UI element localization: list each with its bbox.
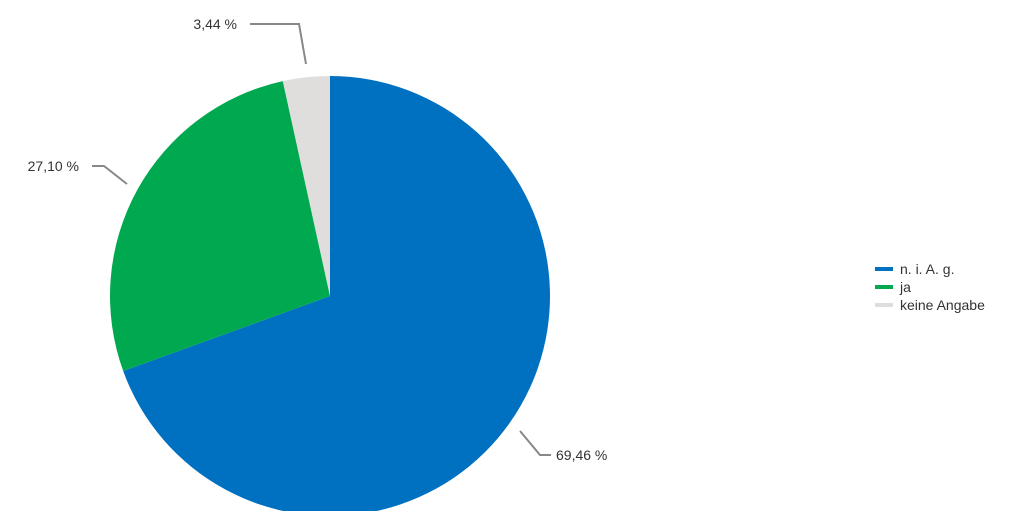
leader-line-keine-angabe [250, 23, 307, 65]
legend-swatch-n-i-a-g [875, 267, 893, 271]
pie-slice-keine-angabe [282, 76, 330, 296]
legend-label-n-i-a-g: n. i. A. g. [900, 261, 954, 277]
slice-labels: 69,46 % 27,10 % 3,44 % [28, 16, 608, 463]
legend-label-ja: ja [899, 279, 911, 295]
legend-label-keine-angabe: keine Angabe [900, 297, 985, 313]
leader-line-ja [92, 165, 128, 185]
pie-slice-ja [110, 81, 330, 372]
pie-slices [110, 76, 550, 511]
legend-swatch-ja [875, 285, 893, 289]
slice-value-label-ja: 27,10 % [28, 158, 79, 174]
slice-value-label-keine-angabe: 3,44 % [193, 16, 237, 32]
leader-line-n-i-a-g [519, 430, 551, 456]
slice-value-label-n-i-a-g: 69,46 % [556, 447, 607, 463]
legend-swatch-keine-angabe [875, 303, 893, 307]
legend: n. i. A. g. ja keine Angabe [875, 261, 985, 313]
pie-slice-n-i-a-g [123, 76, 550, 511]
